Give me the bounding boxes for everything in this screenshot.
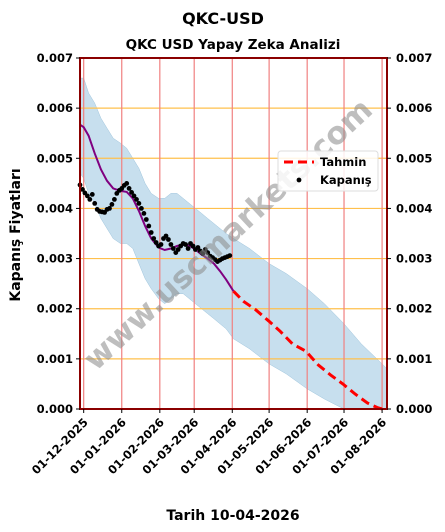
legend-label: Kapanış	[320, 173, 372, 187]
y-axis-right: 0.000 0.001 0.002 0.003 0.004 0.005 0.006 0.007	[387, 51, 432, 416]
chart-title: QKC-USD	[182, 9, 264, 28]
close-point	[131, 193, 137, 199]
close-point	[153, 240, 159, 245]
close-point	[92, 201, 98, 206]
y-tick-label-right: 0.000	[396, 402, 432, 416]
y-tick-label: 0.002	[37, 302, 73, 316]
legend: Tahmin Kapanış	[277, 150, 379, 192]
y-tick-label: 0.001	[37, 352, 73, 366]
close-point	[158, 242, 164, 247]
close-point	[80, 187, 85, 192]
series-layer	[77, 123, 383, 411]
legend-label: Tahmin	[320, 155, 366, 169]
close-point	[205, 250, 211, 256]
close-point	[163, 233, 169, 239]
close-point	[148, 230, 154, 235]
y-axis-label: Kapanış Fiyatları	[8, 168, 24, 301]
legend-swatch-close	[296, 177, 302, 183]
forecast-line	[232, 290, 383, 411]
y-tick-label: 0.000	[37, 402, 73, 416]
close-point	[227, 253, 233, 258]
y-tick-label: 0.005	[37, 151, 73, 165]
close-point	[200, 251, 206, 256]
plot-frame	[79, 57, 388, 410]
close-point	[143, 217, 149, 222]
y-tick-label: 0.003	[37, 252, 73, 266]
chart-subtitle: QKC USD Yapay Zeka Analizi	[126, 37, 341, 53]
y-tick-label-right: 0.005	[396, 151, 432, 165]
plot-area: www.uscmarkets.com	[77, 57, 388, 411]
y-tick-label-right: 0.001	[396, 352, 432, 366]
close-point	[139, 206, 144, 211]
close-point	[146, 223, 152, 229]
y-axis-left: 0.000 0.001 0.002 0.003 0.004 0.005 0.006 0.007	[37, 51, 80, 416]
y-tick-label-right: 0.003	[396, 252, 432, 266]
close-point	[85, 193, 90, 199]
close-point	[168, 242, 174, 247]
close-point	[190, 243, 196, 249]
close-point	[109, 202, 115, 207]
close-point	[134, 197, 139, 202]
x-axis-label: Tarih 10-04-2026	[166, 508, 299, 524]
y-tick-label-right: 0.006	[396, 101, 432, 115]
close-point	[124, 181, 130, 186]
close-point	[89, 192, 95, 197]
close-point	[141, 211, 147, 216]
close-point	[151, 236, 157, 241]
close-point	[166, 237, 171, 242]
close-point	[87, 197, 93, 202]
close-point	[175, 247, 181, 252]
grid	[80, 57, 387, 410]
x-axis: 01-12-202501-01-202601-02-202601-03-2026…	[29, 409, 389, 477]
close-point	[185, 246, 191, 251]
y-tick-label-right: 0.007	[396, 51, 432, 65]
y-tick-label-right: 0.002	[396, 302, 432, 316]
y-tick-label: 0.004	[37, 201, 73, 215]
y-tick-label: 0.006	[37, 101, 73, 115]
close-point	[195, 245, 201, 250]
close-point	[126, 186, 132, 191]
close-point	[112, 197, 117, 202]
close-point	[129, 190, 135, 195]
y-tick-label-right: 0.004	[396, 201, 432, 215]
y-tick-label: 0.007	[37, 51, 73, 65]
close-point	[170, 246, 176, 251]
close-point	[136, 201, 142, 206]
close-point	[183, 242, 189, 247]
close-point	[107, 206, 112, 211]
